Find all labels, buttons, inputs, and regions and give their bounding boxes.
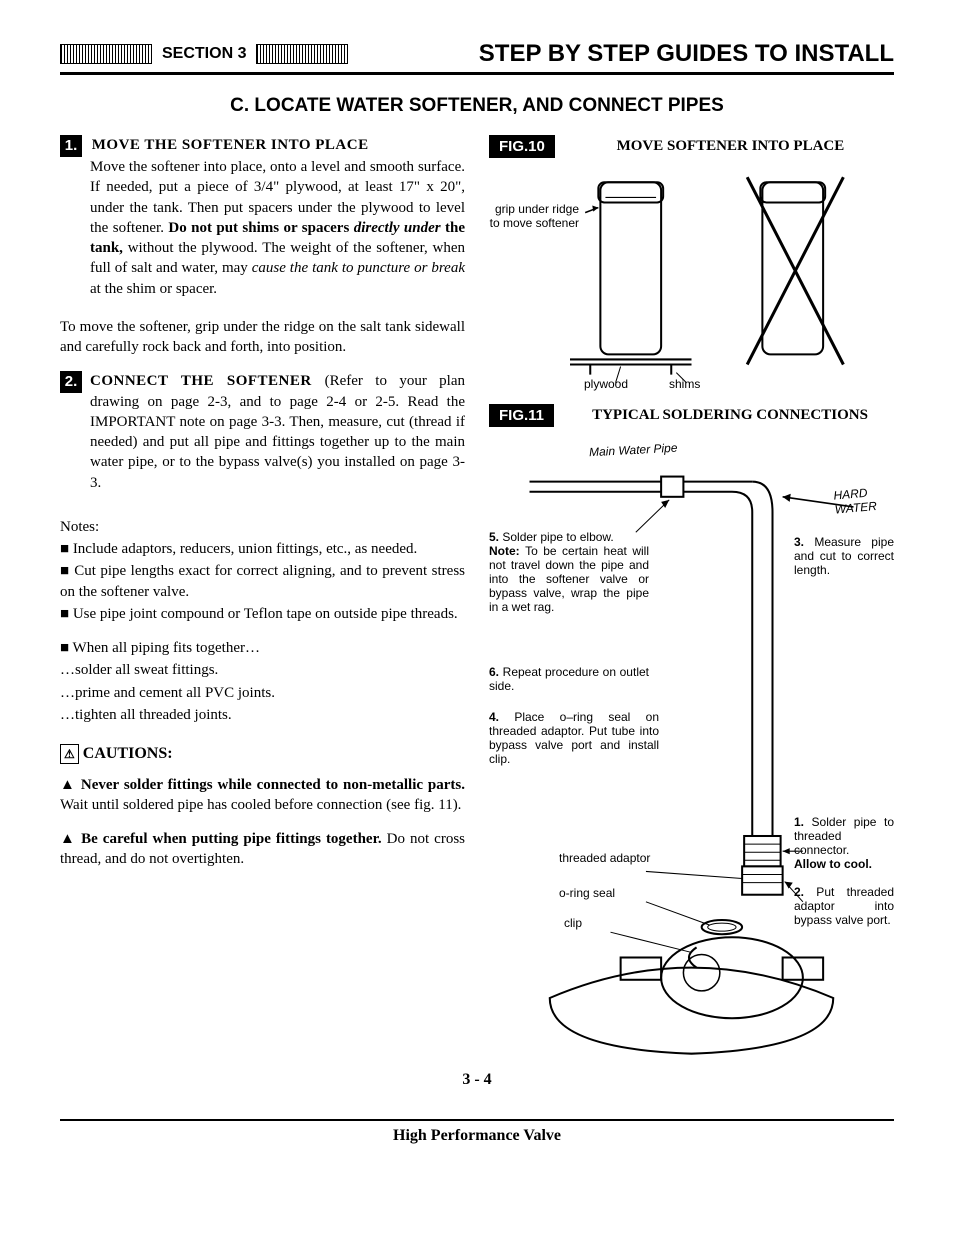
step2-text: (Refer to your plan drawing on page 2-3,…: [90, 373, 465, 490]
note-3: Use pipe joint compound or Teflon tape o…: [60, 604, 465, 624]
move-paragraph: To move the softener, grip under the rid…: [60, 317, 465, 358]
fig11-header: FIG.11 TYPICAL SOLDERING CONNECTIONS: [489, 404, 894, 427]
step-2-number: 2.: [60, 371, 82, 393]
fig11-step4: 4. Place o–ring seal on threaded adaptor…: [489, 710, 659, 766]
fig10-diagram: grip under ridge to move softener plywoo…: [489, 162, 894, 392]
step-2-body: CONNECT THE SOFTENER (Refer to your plan…: [90, 371, 465, 493]
fig11-step6: 6. Repeat procedure on outlet side.: [489, 665, 649, 693]
fig11-label: FIG.11: [489, 404, 554, 427]
fig10-title: MOVE SOFTENER INTO PLACE: [567, 138, 894, 155]
fig11-step3-text: Measure pipe and cut to correct length.: [794, 535, 894, 577]
fig11-step4-num: 4.: [489, 710, 499, 724]
caution-1-bold: Never solder fittings while connected to…: [81, 777, 465, 793]
fig11-oring-label: o-ring seal: [559, 886, 615, 900]
triangle-icon-2: ▲: [60, 831, 81, 847]
fig11-diagram: Main Water Pipe HARD WATER 5. Solder pip…: [489, 431, 894, 1051]
note-4: When all piping fits together…: [60, 638, 465, 658]
fig10-svg: [489, 162, 894, 395]
fig11-step1-bold2: Allow to cool.: [794, 857, 872, 871]
caution-1: ▲ Never solder fittings while connected …: [60, 775, 465, 816]
hatch-decor-right: [256, 44, 348, 64]
fig11-step6-text: Repeat procedure on outlet side.: [489, 665, 649, 693]
step-2: 2. CONNECT THE SOFTENER (Refer to your p…: [60, 371, 465, 493]
step1-bold-a: Do not put shims or spacers: [168, 220, 353, 236]
hatch-decor-left: [60, 44, 152, 64]
fig11-step2-num: 2.: [794, 885, 804, 899]
page-header: SECTION 3 STEP BY STEP GUIDES TO INSTALL: [60, 40, 894, 75]
cautions-heading: ⚠CAUTIONS:: [60, 743, 465, 765]
content-columns: 1. MOVE THE SOFTENER INTO PLACE Move the…: [60, 135, 894, 1051]
fig11-title: TYPICAL SOLDERING CONNECTIONS: [566, 407, 894, 424]
fig10-plywood-label: plywood: [584, 377, 628, 391]
triangle-icon: ▲: [60, 777, 81, 793]
left-column: 1. MOVE THE SOFTENER INTO PLACE Move the…: [60, 135, 465, 1051]
fig11-step2-text: Put threaded adaptor into bypass valve p…: [794, 885, 894, 927]
caution-2-bold: Be careful when putting pipe fittings to…: [81, 831, 387, 847]
step1-italic-a: directly under: [354, 220, 445, 236]
footer: High Performance Valve: [60, 1119, 894, 1145]
fig11-threaded-label: threaded adaptor: [559, 851, 650, 865]
page-number: 3 - 4: [60, 1071, 894, 1089]
sub-1: …solder all sweat fittings.: [60, 660, 465, 680]
note-1: Include adaptors, reducers, union fittin…: [60, 539, 465, 559]
fig11-step1-num: 1.: [794, 815, 804, 829]
fig11-step5-num: 5.: [489, 530, 499, 544]
note-2: Cut pipe lengths exact for correct align…: [60, 561, 465, 602]
step-1-heading: MOVE THE SOFTENER INTO PLACE: [92, 137, 369, 153]
step1-italic-b: cause the tank to puncture or break: [252, 260, 465, 276]
caution-1-rest: Wait until soldered pipe has cooled befo…: [60, 797, 461, 813]
step1-text-c: at the shim or spacer.: [90, 281, 217, 297]
fig10-label: FIG.10: [489, 135, 555, 158]
caution-icon: ⚠: [60, 744, 79, 764]
step-2-heading: CONNECT THE SOFTENER: [90, 373, 325, 389]
fig11-step5-text: Solder pipe to elbow.: [499, 530, 614, 544]
step-1: 1. MOVE THE SOFTENER INTO PLACE Move the…: [60, 135, 465, 299]
sub-3: …tighten all threaded joints.: [60, 705, 465, 725]
fig11-step2: 2. Put threaded adaptor into bypass valv…: [794, 885, 894, 927]
fig10-grip-label: grip under ridge to move softener: [489, 202, 579, 230]
fig11-step5-note-label: Note:: [489, 544, 525, 558]
fig10-header: FIG.10 MOVE SOFTENER INTO PLACE: [489, 135, 894, 158]
fig11-step5: 5. Solder pipe to elbow. Note: To be cer…: [489, 530, 649, 614]
fig11-step3: 3. Measure pipe and cut to correct lengt…: [794, 535, 894, 577]
sub-2: …prime and cement all PVC joints.: [60, 683, 465, 703]
fig11-step1-text: Solder pipe to threaded connector.: [794, 815, 894, 857]
main-title: STEP BY STEP GUIDES TO INSTALL: [479, 40, 894, 68]
step-1-number: 1.: [60, 135, 82, 157]
right-column: FIG.10 MOVE SOFTENER INTO PLACE: [489, 135, 894, 1051]
fig11-clip-label: clip: [564, 916, 582, 930]
fig11-hardwater-label: HARD WATER: [833, 483, 895, 516]
fig11-step4-text: Place o–ring seal on threaded adaptor. P…: [489, 710, 659, 766]
fig11-step6-num: 6.: [489, 665, 499, 679]
cautions-label: CAUTIONS:: [83, 745, 173, 762]
fig10-shims-label: shims: [669, 377, 700, 391]
fig11-step1: 1. Solder pipe to threaded connector. Al…: [794, 815, 894, 871]
fig11-step3-num: 3.: [794, 535, 804, 549]
section-label: SECTION 3: [162, 45, 246, 63]
step-1-body: Move the softener into place, onto a lev…: [90, 157, 465, 299]
caution-2: ▲ Be careful when putting pipe fittings …: [60, 829, 465, 870]
page-subtitle: C. LOCATE WATER SOFTENER, AND CONNECT PI…: [60, 95, 894, 117]
notes-label: Notes:: [60, 517, 465, 537]
